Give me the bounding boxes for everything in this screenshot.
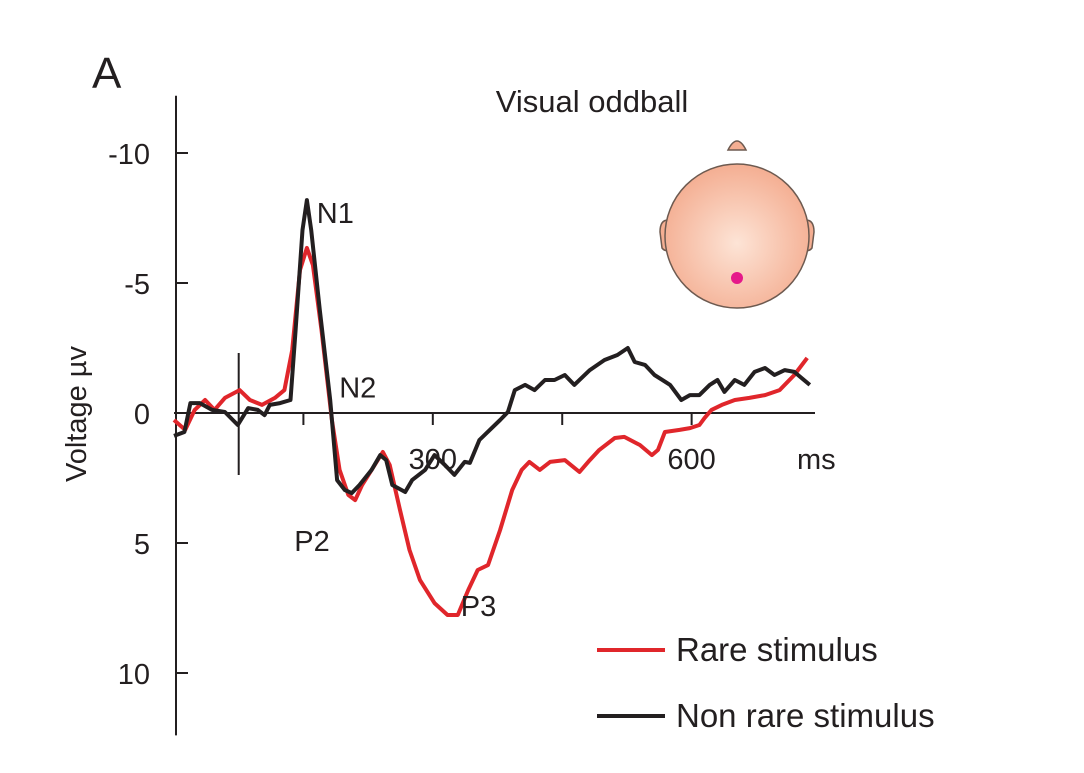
series-line-nonrare bbox=[173, 198, 812, 496]
y-tick-label: -10 bbox=[108, 139, 150, 171]
chart-title: Visual oddball bbox=[496, 84, 688, 119]
electrode-marker bbox=[731, 272, 743, 284]
annotation-p2: P2 bbox=[294, 526, 329, 558]
x-axis-label: ms bbox=[797, 444, 836, 476]
y-tick-label: -5 bbox=[124, 269, 150, 301]
y-tick-label: 5 bbox=[134, 529, 150, 561]
legend-label-rare: Rare stimulus bbox=[676, 631, 878, 668]
y-tick-label: 10 bbox=[118, 659, 150, 691]
series-line-rare bbox=[172, 245, 809, 617]
head-icon bbox=[664, 163, 810, 309]
y-tick-label: 0 bbox=[134, 399, 150, 431]
legend-label-nonrare: Non rare stimulus bbox=[676, 697, 935, 734]
annotation-p3: P3 bbox=[461, 591, 496, 623]
head-inset bbox=[659, 140, 815, 309]
annotation-n1: N1 bbox=[317, 198, 354, 230]
nose-icon bbox=[726, 140, 748, 151]
y-axis-label: Voltage µv bbox=[61, 345, 93, 482]
panel-label: A bbox=[92, 49, 122, 98]
annotation-n2: N2 bbox=[339, 372, 376, 404]
legend: Rare stimulus Non rare stimulus bbox=[597, 631, 935, 734]
x-tick-label: 600 bbox=[667, 444, 715, 476]
